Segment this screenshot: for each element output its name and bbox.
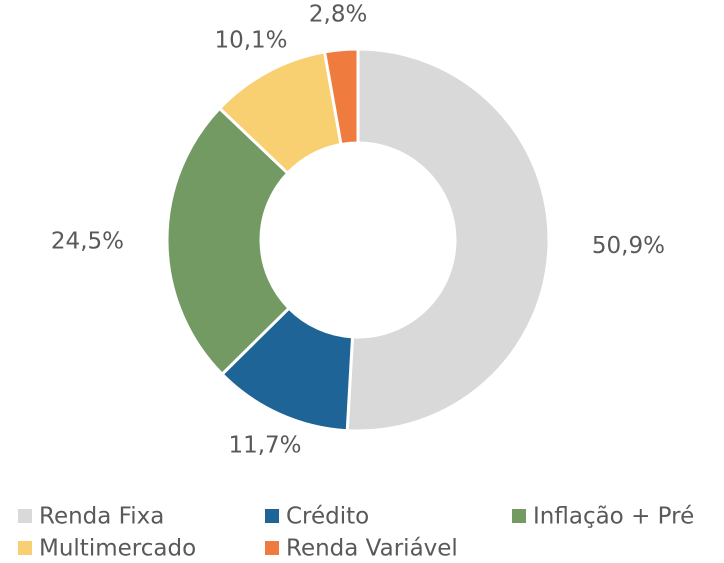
donut-slice bbox=[345, 47, 551, 433]
legend-swatch bbox=[265, 541, 279, 555]
legend-label: Renda Variável bbox=[286, 536, 458, 562]
donut-slice bbox=[165, 106, 292, 377]
data-label: 24,5% bbox=[51, 229, 124, 255]
legend-label: Crédito bbox=[286, 504, 369, 530]
legend-swatch bbox=[265, 509, 279, 523]
legend-label: Inflação + Pré bbox=[533, 504, 694, 530]
legend-label: Multimercado bbox=[39, 536, 196, 562]
legend-swatch bbox=[18, 541, 32, 555]
legend-label: Renda Fixa bbox=[39, 504, 164, 530]
data-label: 2,8% bbox=[309, 1, 367, 27]
legend-swatch bbox=[512, 509, 526, 523]
data-label: 50,9% bbox=[592, 233, 665, 259]
legend-swatch bbox=[18, 509, 32, 523]
donut-slice bbox=[322, 47, 360, 147]
data-label: 11,7% bbox=[228, 432, 301, 458]
data-label: 10,1% bbox=[214, 27, 287, 53]
